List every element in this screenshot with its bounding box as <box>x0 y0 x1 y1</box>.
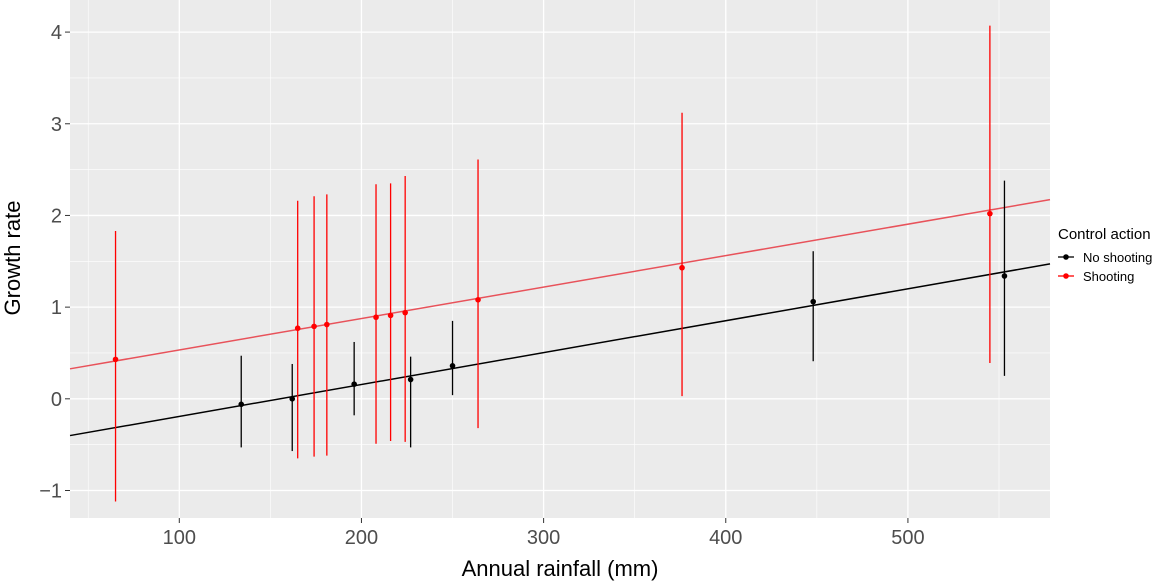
fit-line <box>69 263 1051 437</box>
y-tick-label: 4 <box>51 22 62 44</box>
data-point <box>289 396 296 402</box>
data-point <box>475 296 481 303</box>
data-point <box>351 381 357 387</box>
data-point <box>449 363 456 369</box>
grid <box>70 0 1050 518</box>
data-point <box>238 401 245 408</box>
data-point <box>324 321 330 328</box>
y-tick-label: −1 <box>39 480 62 502</box>
x-tick-label: 100 <box>163 527 196 549</box>
points <box>112 210 1008 408</box>
fit-lines <box>69 198 1051 437</box>
data-point <box>373 314 379 321</box>
data-point <box>810 298 816 305</box>
data-point <box>112 356 119 363</box>
legend-key-point <box>1063 254 1069 260</box>
y-tick-label: 3 <box>51 114 62 136</box>
fit-line <box>69 198 1051 370</box>
x-tick-label: 300 <box>527 527 560 549</box>
plot-panel <box>70 0 1050 518</box>
data-point <box>407 376 414 383</box>
data-point <box>294 325 301 332</box>
x-axis-ticks: 100 200 300 400 500 <box>163 518 925 549</box>
data-point <box>679 264 685 271</box>
data-point <box>402 309 408 316</box>
y-tick-label: 1 <box>51 297 62 319</box>
data-point <box>987 210 993 217</box>
y-axis-ticks: −1 0 1 2 3 4 <box>39 22 70 502</box>
x-tick-label: 400 <box>709 527 742 549</box>
x-tick-label: 500 <box>891 527 924 549</box>
legend-label: Shooting <box>1083 269 1134 284</box>
legend-label: No shooting <box>1083 250 1152 265</box>
x-axis-title: Annual rainfall (mm) <box>462 556 659 581</box>
legend-title: Control action <box>1058 226 1151 243</box>
legend-key-point <box>1063 273 1069 279</box>
legend: Control action No shooting Shooting <box>1058 226 1152 284</box>
x-tick-label: 200 <box>345 527 378 549</box>
y-axis-title: Growth rate <box>0 201 25 316</box>
y-tick-label: 0 <box>51 389 62 411</box>
data-point <box>1001 273 1008 279</box>
data-point <box>311 323 317 330</box>
y-tick-label: 2 <box>51 205 62 227</box>
data-point <box>387 312 394 319</box>
